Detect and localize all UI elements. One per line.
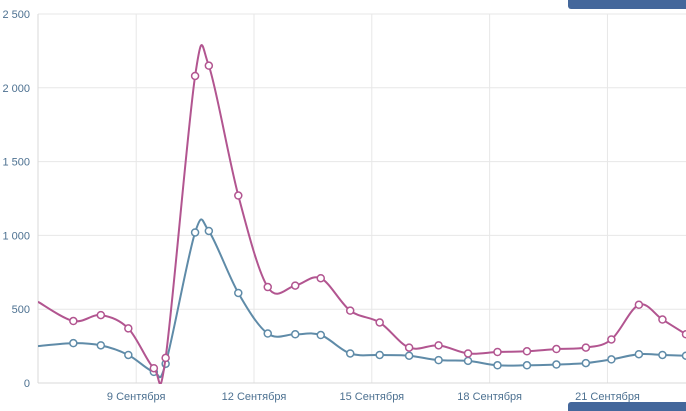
series-blue-marker[interactable]	[634, 349, 644, 359]
series-blue-marker[interactable]	[204, 226, 214, 236]
series-pink-marker[interactable]	[463, 349, 473, 358]
series-pink-marker[interactable]	[316, 273, 326, 283]
x-tick-label: 15 Сентября	[339, 391, 404, 403]
x-tick-label: 12 Сентября	[222, 391, 287, 403]
series-pink-marker[interactable]	[522, 347, 532, 356]
series-blue-marker[interactable]	[316, 330, 326, 340]
series-pink-marker[interactable]	[493, 347, 502, 357]
series-pink-marker[interactable]	[234, 191, 243, 200]
series-pink-marker[interactable]	[204, 61, 214, 70]
series-pink-marker[interactable]	[149, 363, 159, 373]
y-tick-label: 1 500	[2, 157, 30, 169]
series-blue-marker[interactable]	[190, 228, 200, 237]
axis-labels: 0 500 1 000 1 500 2 000 2 500 9 Сентября 12 Сен…	[2, 9, 639, 403]
series-blue-marker[interactable]	[263, 329, 272, 338]
y-tick-label: 0	[24, 378, 30, 390]
series-blue-marker[interactable]	[493, 361, 502, 370]
series-blue-marker[interactable]	[290, 330, 300, 339]
series-pink-marker[interactable]	[681, 330, 686, 339]
series-pink-marker[interactable]	[375, 318, 384, 327]
x-tick-label: 18 Сентября	[457, 391, 522, 403]
series-pink-marker[interactable]	[96, 310, 106, 320]
series-pink-marker[interactable]	[607, 335, 616, 344]
series-pink-marker[interactable]	[161, 353, 170, 363]
series-pink-marker[interactable]	[581, 343, 591, 352]
series-pink-marker[interactable]	[190, 71, 200, 81]
series-blue-marker[interactable]	[681, 351, 686, 360]
series-blue-marker[interactable]	[434, 355, 443, 365]
series-pink	[38, 44, 686, 384]
series-blue-marker[interactable]	[404, 351, 414, 360]
series-blue-marker[interactable]	[607, 355, 616, 364]
x-tick-label: 9 Сентября	[107, 391, 166, 403]
series-pink-marker[interactable]	[434, 341, 443, 350]
series-pink-marker[interactable]	[124, 324, 133, 333]
series-pink-marker[interactable]	[658, 315, 667, 324]
series-blue-marker[interactable]	[69, 338, 78, 348]
series-pink-line	[38, 44, 686, 384]
series-blue-marker[interactable]	[552, 360, 561, 369]
series-blue-marker[interactable]	[581, 358, 591, 368]
partial-button-top-right[interactable]	[568, 0, 686, 9]
series-blue-marker[interactable]	[124, 350, 133, 360]
y-tick-label: 500	[12, 304, 30, 316]
x-tick-label: 21 Сентября	[575, 391, 640, 403]
series-pink-marker[interactable]	[552, 344, 561, 354]
series-blue-marker[interactable]	[345, 349, 355, 358]
series-blue-marker[interactable]	[658, 350, 667, 360]
partial-button-bottom-right[interactable]	[568, 402, 686, 411]
y-tick-label: 1 000	[2, 230, 30, 242]
series-pink-marker[interactable]	[634, 300, 644, 310]
series-pink-marker[interactable]	[404, 343, 414, 352]
series-pink-marker[interactable]	[263, 282, 272, 292]
series-blue-marker[interactable]	[234, 288, 243, 298]
series-blue-marker[interactable]	[375, 350, 384, 360]
series-blue-line	[38, 218, 686, 379]
series-blue-marker[interactable]	[463, 356, 473, 366]
series-pink-marker[interactable]	[345, 306, 355, 315]
series-blue-marker[interactable]	[96, 341, 106, 350]
y-tick-label: 2 000	[2, 83, 30, 95]
series-blue	[38, 218, 686, 379]
grid	[37, 13, 686, 384]
series-pink-marker[interactable]	[290, 281, 300, 290]
series-blue-marker[interactable]	[522, 361, 532, 370]
series-pink-marker[interactable]	[69, 316, 78, 326]
y-tick-label: 2 500	[2, 9, 30, 21]
